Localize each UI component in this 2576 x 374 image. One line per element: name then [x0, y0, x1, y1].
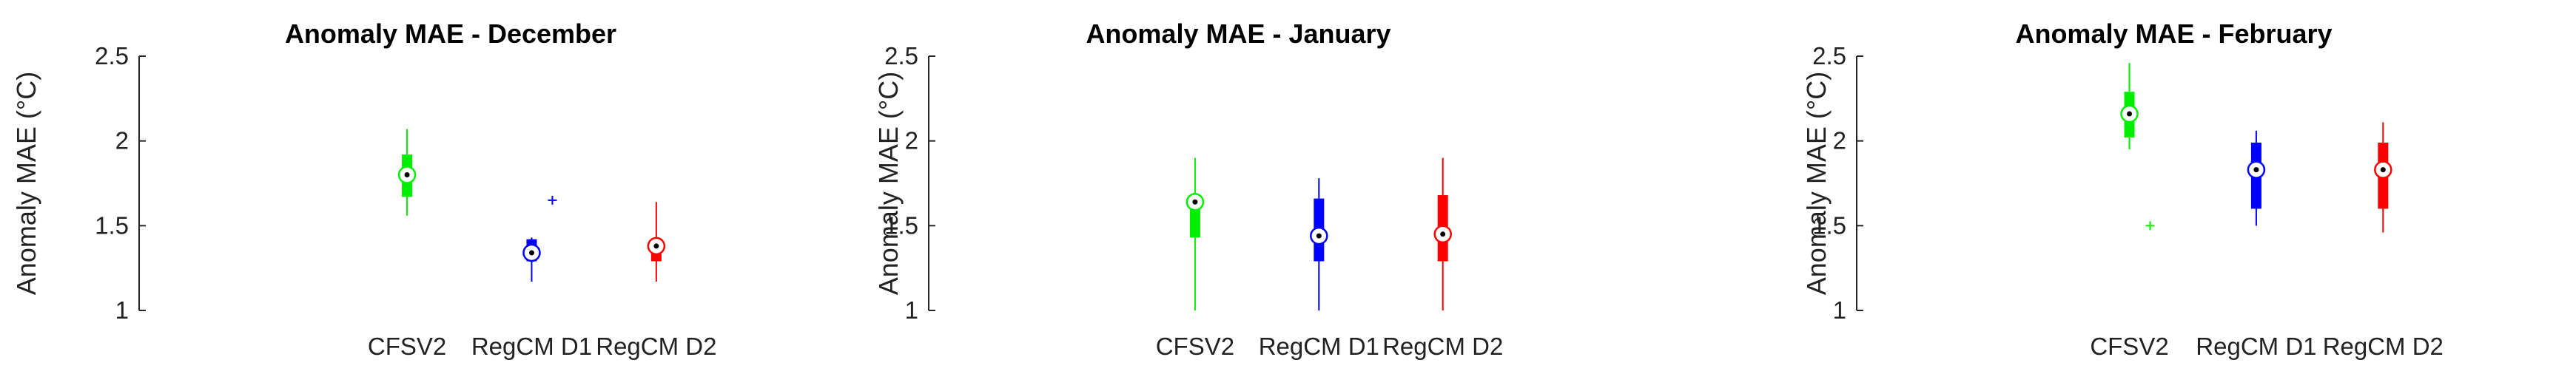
y-tick-label: 1.5: [95, 211, 129, 239]
box-1: [397, 129, 417, 216]
box-3: [2374, 122, 2392, 233]
outlier-marker: [2145, 221, 2155, 231]
median-dot: [653, 243, 659, 249]
median-dot: [1192, 199, 1198, 205]
chart-panel-3: Anomaly MAE - February Anomaly MAE (°C)1 1…: [1801, 18, 2444, 360]
y-tick-label: 1: [1833, 296, 1846, 324]
box-1: [2120, 63, 2155, 231]
y-tick-label: 2.5: [95, 42, 129, 69]
y-tick-label: 2.5: [884, 42, 918, 69]
box-3: [1433, 157, 1452, 310]
chart-panel-2: Anomaly MAE - January Anomaly MAE (°C)1 1.…: [873, 18, 1503, 360]
x-tick-label: RegCM D2: [2323, 333, 2444, 360]
box-3: [647, 202, 666, 282]
box-1: [1186, 157, 1205, 310]
x-tick-label: RegCM D1: [471, 333, 592, 360]
x-tick-label: RegCM D1: [2196, 333, 2316, 360]
y-tick-label: 1: [115, 296, 129, 324]
median-dot: [2380, 167, 2386, 173]
y-tick-label: 1: [905, 296, 918, 324]
y-tick-label: 1.5: [884, 211, 918, 239]
x-tick-label: CFSV2: [2090, 333, 2168, 360]
x-tick-label: RegCM D1: [1259, 333, 1379, 360]
median-dot: [528, 250, 534, 256]
y-tick-label: 2: [115, 127, 129, 154]
x-tick-label: RegCM D2: [1382, 333, 1503, 360]
chart-title: Anomaly MAE - January: [1086, 18, 1390, 49]
median-dot: [1440, 231, 1446, 237]
chart-title: Anomaly MAE - December: [285, 18, 616, 49]
y-tick-label: 1.5: [1812, 211, 1846, 239]
median-dot: [1316, 233, 1322, 239]
x-tick-label: CFSV2: [1156, 333, 1234, 360]
box-2: [1310, 178, 1328, 310]
median-dot: [2127, 111, 2133, 117]
y-tick-label: 2.5: [1812, 42, 1846, 69]
y-axis-label: Anomaly MAE (°C): [11, 72, 41, 295]
median-dot: [2253, 167, 2259, 173]
median-dot: [404, 172, 410, 178]
chart-panel-1: Anomaly MAE - December Anomaly MAE (°C) 1 1…: [11, 18, 716, 360]
x-tick-label: RegCM D2: [596, 333, 716, 360]
x-tick-label: CFSV2: [368, 333, 446, 360]
y-axis-label: Anomaly MAE (°C): [1801, 72, 1832, 295]
box-2: [2247, 130, 2266, 226]
y-tick-label: 2: [1833, 127, 1846, 154]
y-axis-label: Anomaly MAE (°C): [873, 72, 904, 295]
chart-title: Anomaly MAE - February: [2015, 18, 2332, 49]
outlier-marker: [548, 195, 557, 205]
box-2: [522, 195, 557, 282]
y-tick-label: 2: [905, 127, 918, 154]
